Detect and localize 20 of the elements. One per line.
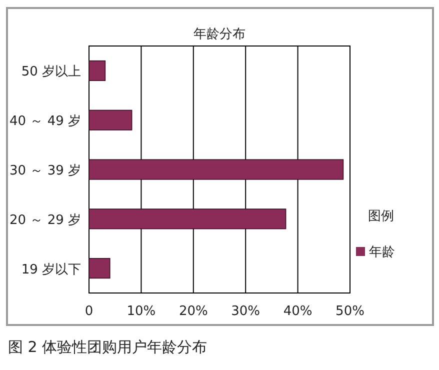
legend-label: 年龄 [369,245,395,260]
legend-title: 图例 [368,209,394,224]
y-tick-label: 20 ～ 29 岁 [10,212,81,228]
bar [88,208,286,230]
x-tick-label: 40% [283,304,312,319]
chart-title: 年龄分布 [194,27,246,42]
x-tick-label: 10% [126,304,156,319]
x-tick-label: 0 [84,304,94,319]
caption: 图 2 体验性团购用户年龄分布 [8,338,208,356]
bar [88,258,110,279]
x-tick-label: 20% [178,304,208,319]
y-tick-label: 50 岁以上 [21,64,81,80]
y-tick-label: 19 岁以下 [21,262,81,278]
bar [88,110,132,130]
x-tick-label: 30% [231,304,260,319]
y-tick-label: 30 ～ 39 岁 [10,164,81,178]
bar [88,60,106,81]
y-tick-label: 40 ～ 49 岁 [10,114,81,130]
bar [88,159,344,180]
x-tick-label: 50% [336,304,364,319]
